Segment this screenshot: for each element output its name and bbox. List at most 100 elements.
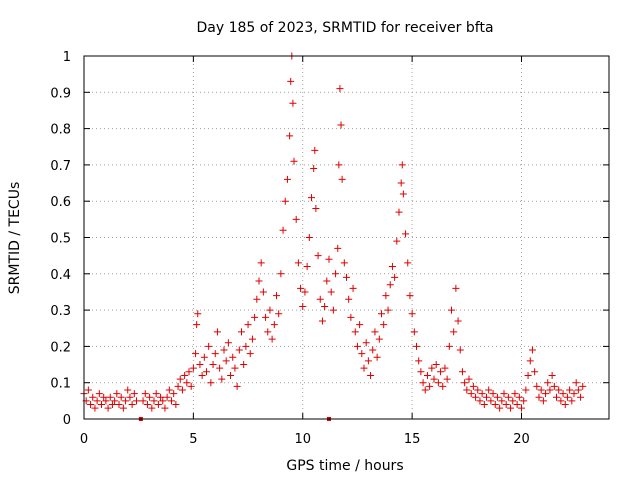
data-point — [268, 335, 276, 343]
y-tick-label: 0.6 — [50, 195, 71, 210]
data-point — [518, 404, 525, 412]
data-point — [489, 390, 497, 398]
data-point — [397, 179, 405, 187]
data-point — [89, 393, 97, 401]
tick-labels: 00.10.20.30.40.50.60.70.80.910 5 10 15 20 — [50, 50, 529, 447]
data-point — [98, 400, 105, 408]
data-point — [124, 386, 132, 394]
data-point — [367, 371, 375, 379]
data-point — [439, 382, 447, 390]
data-point — [287, 77, 295, 85]
data-point — [511, 390, 519, 398]
data-point — [507, 404, 515, 412]
data-point — [246, 350, 254, 358]
data-point — [242, 342, 250, 350]
data-point — [450, 328, 458, 336]
data-point — [176, 375, 184, 383]
y-tick-label: 0.5 — [50, 232, 71, 247]
data-point — [87, 400, 95, 408]
data-point — [465, 375, 473, 383]
data-point — [152, 390, 160, 398]
data-point — [456, 346, 464, 354]
y-tick-label: 0 — [63, 413, 71, 428]
data-point — [108, 400, 116, 408]
data-point — [281, 197, 289, 205]
data-point — [100, 393, 108, 401]
y-tick-label: 1 — [63, 50, 71, 65]
data-point — [159, 397, 167, 405]
data-point — [364, 357, 372, 365]
data-point — [579, 382, 587, 390]
data-point — [314, 252, 322, 260]
data-point — [535, 393, 543, 401]
data-point — [351, 328, 359, 336]
data-point — [244, 321, 252, 329]
data-point — [187, 382, 195, 390]
data-point — [305, 234, 313, 241]
data-point — [213, 328, 221, 336]
data-point — [148, 404, 156, 412]
data-point — [161, 404, 169, 412]
data-point — [430, 375, 438, 383]
data-point — [104, 404, 112, 412]
x-tick-label: 10 — [294, 432, 311, 447]
y-tick-label: 0.4 — [50, 268, 71, 283]
data-point — [216, 364, 224, 372]
data-point — [231, 364, 239, 372]
data-point — [513, 400, 521, 408]
data-point — [419, 379, 427, 387]
data-point — [194, 310, 202, 318]
data-point — [555, 386, 563, 394]
data-point — [303, 263, 311, 271]
data-point — [504, 393, 512, 401]
data-point — [406, 292, 414, 300]
data-point — [386, 281, 394, 289]
data-point — [483, 393, 490, 401]
data-point — [321, 302, 329, 310]
data-point — [290, 157, 298, 165]
data-point — [318, 317, 326, 325]
x-tick-label: 15 — [404, 432, 421, 447]
data-point — [327, 288, 335, 296]
data-point — [561, 400, 569, 408]
data-point — [141, 390, 149, 398]
data-point — [563, 393, 571, 401]
data-point — [174, 382, 182, 390]
data-point — [235, 346, 243, 354]
data-point — [421, 386, 429, 394]
data-point — [218, 375, 226, 383]
data-point — [428, 364, 436, 372]
data-point — [172, 400, 180, 408]
axis-ticks — [83, 55, 609, 420]
data-point — [539, 397, 547, 405]
data-point — [515, 393, 523, 401]
data-point — [408, 310, 416, 318]
data-point — [336, 85, 344, 93]
data-point — [577, 393, 585, 401]
data-point — [487, 397, 495, 405]
data-point — [537, 386, 545, 394]
data-point — [248, 335, 256, 343]
y-axis-label: SRMTID / TECUs — [7, 182, 23, 295]
data-point — [183, 379, 191, 387]
data-point — [375, 335, 383, 343]
data-point — [533, 382, 541, 390]
data-point — [157, 393, 165, 401]
data-point — [478, 390, 486, 398]
data-point — [209, 361, 217, 369]
data-point — [356, 321, 364, 329]
data-point — [224, 339, 232, 347]
data-point — [106, 393, 114, 401]
data-point — [257, 259, 265, 267]
data-point — [476, 397, 484, 405]
data-point — [294, 259, 302, 267]
data-point — [259, 288, 267, 296]
x-tick-label: 0 — [80, 432, 88, 447]
data-point — [557, 397, 565, 405]
data-point — [279, 226, 287, 234]
data-point — [266, 306, 274, 314]
data-point — [163, 393, 171, 401]
data-point — [426, 382, 434, 390]
data-point — [251, 313, 259, 321]
